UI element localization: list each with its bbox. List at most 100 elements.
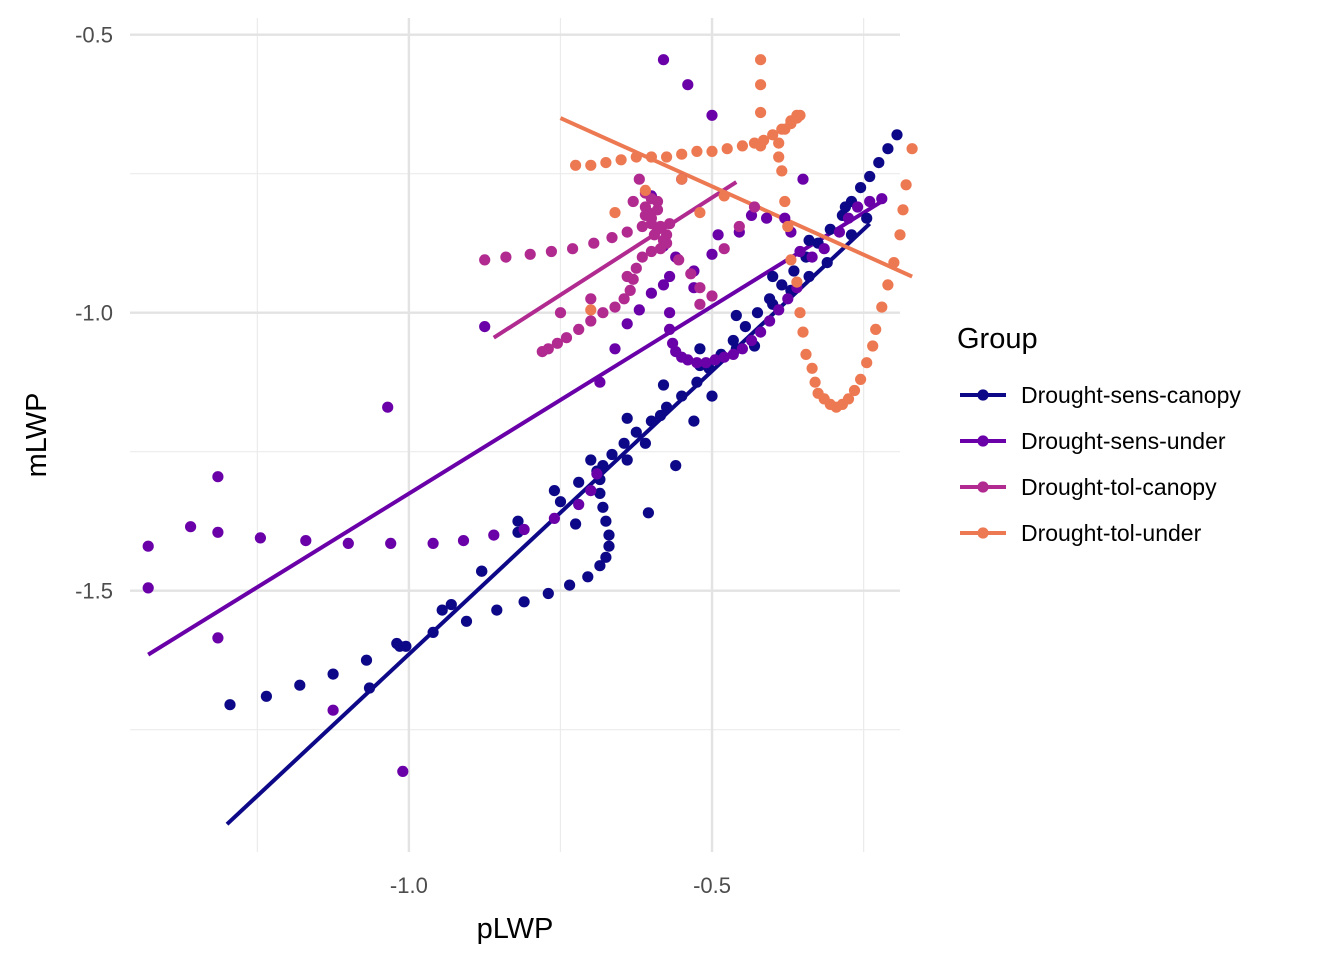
x-axis-title: pLWP	[477, 913, 554, 945]
y-axis-title: mLWP	[21, 393, 53, 478]
data-point	[512, 515, 524, 527]
data-point	[773, 304, 785, 316]
data-point	[591, 468, 603, 480]
legend-key-point	[977, 435, 989, 447]
data-point	[776, 165, 788, 177]
data-point	[436, 604, 448, 616]
data-point	[142, 540, 154, 552]
data-point	[427, 537, 439, 550]
data-point	[764, 315, 776, 327]
data-point	[745, 209, 758, 221]
data-point	[342, 537, 354, 550]
data-point	[630, 262, 642, 274]
data-point	[733, 220, 745, 233]
data-point	[600, 515, 612, 527]
y-tick-label: -1.5	[75, 579, 113, 604]
legend-key-point	[977, 481, 989, 493]
data-point	[709, 354, 721, 366]
data-point	[767, 129, 779, 141]
data-point	[882, 143, 894, 155]
data-point	[706, 390, 718, 402]
data-point	[185, 521, 197, 533]
data-point	[670, 460, 682, 472]
data-point	[597, 307, 609, 319]
data-point	[542, 587, 554, 600]
data-point	[573, 476, 585, 488]
data-point	[621, 270, 633, 283]
data-point	[636, 251, 648, 263]
x-tick-label: -0.5	[693, 873, 731, 898]
data-point	[633, 304, 645, 316]
data-point	[682, 354, 694, 366]
data-point	[491, 604, 503, 616]
fit-lines	[147, 116, 913, 826]
data-point	[551, 337, 564, 349]
data-point	[855, 182, 867, 194]
data-point	[585, 159, 597, 171]
data-point	[518, 596, 530, 608]
data-point	[633, 173, 645, 185]
data-point	[861, 212, 873, 224]
grid	[130, 18, 900, 852]
data-point	[676, 390, 688, 402]
data-point	[833, 226, 846, 238]
data-point	[791, 276, 803, 288]
data-point	[797, 173, 809, 185]
data-point	[761, 212, 773, 224]
data-points	[142, 54, 918, 778]
data-point	[676, 173, 688, 185]
data-point	[803, 270, 815, 283]
data-point	[773, 137, 785, 149]
data-point	[891, 129, 903, 141]
data-point	[639, 184, 652, 196]
data-point	[327, 668, 339, 680]
data-point	[585, 293, 597, 305]
data-point	[718, 190, 730, 202]
data-point	[621, 412, 633, 424]
data-point	[594, 560, 606, 572]
legend: Group Drought-sens-canopy Drought-sens-und…	[957, 323, 1241, 546]
data-point	[779, 123, 791, 135]
data-point	[645, 287, 658, 299]
data-point	[400, 640, 412, 652]
data-point	[573, 323, 585, 335]
data-point	[615, 154, 627, 166]
data-point	[682, 79, 694, 91]
data-point	[594, 376, 606, 388]
data-point	[664, 270, 676, 283]
data-point	[748, 201, 761, 213]
data-point	[642, 507, 655, 519]
data-point	[661, 151, 673, 163]
data-point	[664, 323, 676, 335]
data-point	[755, 106, 767, 119]
data-point	[776, 279, 788, 291]
data-point	[848, 384, 861, 397]
data-point	[882, 279, 894, 291]
data-point	[397, 765, 409, 778]
data-point	[651, 204, 664, 216]
data-point	[657, 379, 670, 391]
data-point	[673, 254, 685, 266]
data-point	[564, 579, 576, 591]
data-point	[657, 54, 670, 66]
data-point	[727, 348, 739, 360]
data-point	[706, 145, 718, 157]
axes: -1.0 -0.5 -0.5 -1.0 -1.5 pLWP mLWP	[21, 23, 731, 945]
data-point	[864, 195, 876, 208]
data-point	[645, 415, 658, 427]
data-point	[870, 323, 882, 335]
data-point	[691, 357, 703, 369]
data-point	[876, 301, 888, 313]
fit-line	[492, 180, 738, 340]
data-point	[676, 148, 688, 160]
data-point	[906, 143, 918, 155]
data-point	[618, 293, 630, 305]
data-point	[618, 437, 630, 449]
data-point	[600, 157, 612, 169]
data-point	[706, 109, 718, 121]
data-point	[685, 268, 697, 280]
data-point	[661, 401, 673, 413]
data-point	[842, 212, 855, 224]
data-point	[585, 304, 597, 316]
